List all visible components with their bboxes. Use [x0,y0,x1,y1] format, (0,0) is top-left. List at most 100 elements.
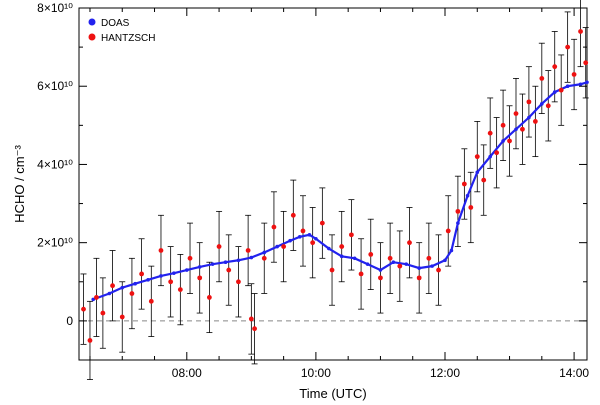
hantzsch-point [426,255,432,261]
legend-doas-marker [88,18,96,26]
doas-point [578,82,583,87]
doas-point [565,84,570,89]
hantzsch-point [397,263,403,269]
hantzsch-point [94,295,99,300]
doas-point [236,258,241,263]
hantzsch-point [216,244,222,249]
hantzsch-point [129,291,135,296]
hantzsch-errorbars [80,0,589,380]
doas-point [465,193,470,198]
y-tick-label: 8×10¹⁰ [37,1,73,15]
doas-point [540,102,544,106]
doas-point [297,235,302,239]
legend-doas-label: DOAS [101,18,130,29]
hantzsch-point [252,326,257,332]
doas-point [197,265,202,269]
hantzsch-point [416,275,422,281]
hantzsch-point [206,295,212,300]
hantzsch-point [281,244,287,249]
hantzsch-point [583,60,589,66]
legend: DOAS HANTZSCH [88,18,155,44]
hantzsch-point [461,181,467,187]
doas-point [475,170,480,175]
hantzsch-point [158,248,164,253]
y-tick-label: 6×10¹⁰ [37,79,73,93]
hantzsch-point [110,283,115,289]
hantzsch-point [168,279,174,285]
hantzsch-point [236,279,241,285]
doas-point [456,221,460,225]
doas-point [184,268,189,272]
hantzsch-point [539,76,545,81]
hantzsch-point [552,64,558,70]
doas-point [120,285,125,290]
hantzsch-point [474,154,480,160]
doas-point [552,90,557,94]
hantzsch-point [139,271,145,277]
doas-point [339,254,344,259]
hantzsch-point [271,224,277,230]
hantzsch-point [520,126,525,132]
hantzsch-point [578,29,583,34]
hantzsch-point [481,177,487,183]
legend-hantzsch-marker [88,33,96,41]
doas-series [91,80,589,302]
hantzsch-point [319,220,325,226]
doas-point [314,236,318,241]
doas-point [585,80,589,85]
x-tick-label: 14:00 [559,366,589,380]
doas-point [172,271,176,275]
x-tick-label: 08:00 [172,366,202,380]
hantzsch-point [455,208,461,214]
hantzsch-point [226,267,232,273]
x-axis-ticks: 08:00 10:00 12:00 14:00 [89,8,589,380]
hantzsch-point [494,150,500,156]
doas-point [488,154,492,159]
hantzsch-point [545,103,551,109]
hantzsch-point [329,267,335,273]
y-tick-label: 2×10¹⁰ [37,236,73,250]
doas-point [514,127,518,132]
hantzsch-point [119,314,125,320]
doas-point [430,264,434,268]
x-tick-label: 12:00 [430,366,460,380]
hantzsch-point [100,310,106,316]
doas-point [159,274,163,278]
x-tick-label: 10:00 [301,366,331,380]
hantzsch-point [177,287,183,292]
hantzsch-point [507,138,512,144]
doas-point [223,260,228,265]
hantzsch-point [526,99,532,105]
doas-point [146,278,150,282]
doas-line [92,81,588,301]
doas-point [449,248,454,253]
doas-point [365,262,370,266]
doas-point [327,246,331,251]
hantzsch-point [445,228,451,234]
doas-point [288,238,292,243]
hantzsch-point [407,240,412,246]
hantzsch-point [261,255,267,261]
hantzsch-point [387,255,393,261]
hantzsch-point [571,72,577,77]
doas-point [91,297,96,302]
hantzsch-point [245,248,251,253]
y-tick-label: 4×10¹⁰ [37,157,73,171]
hantzsch-point [148,298,154,304]
hantzsch-point [487,130,493,136]
hantzsch-point [513,111,519,116]
doas-point [107,291,112,296]
doas-point [501,139,505,143]
hantzsch-point [558,87,564,93]
hantzsch-point [468,205,474,210]
legend-hantzsch-label: HANTZSCH [101,33,155,44]
doas-point [249,255,254,260]
doas-point [417,266,421,270]
hantzsch-point [436,267,441,273]
hantzsch-point [87,338,93,343]
y-axis-ticks: 0 2×10¹⁰ 4×10¹⁰ 6×10¹⁰ 8×10¹⁰ [37,1,587,361]
hantzsch-point [300,228,306,234]
doas-point [352,256,357,261]
doas-point [133,281,137,286]
hantzsch-point [348,232,354,238]
